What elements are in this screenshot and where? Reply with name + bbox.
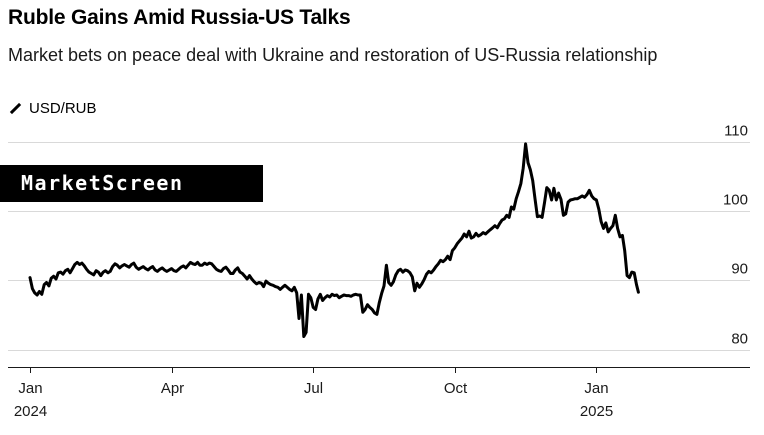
y-tick-label: 100 [723,192,748,209]
y-tick-label: 90 [731,261,748,278]
x-tick-label: Jul [304,380,323,397]
chart-title: Ruble Gains Amid Russia-US Talks [8,6,351,29]
marketscreen-watermark: MarketScreen [0,165,263,202]
x-tick-label: Jan [18,380,42,397]
y-tick-label: 110 [724,123,748,140]
x-tick-label: Oct [444,380,468,397]
series-line-usd-rub [28,142,640,338]
x-tick-year-label: 2024 [14,403,47,420]
x-axis [8,367,750,373]
x-tick-year-label: 2025 [580,403,613,420]
chart-subtitle: Market bets on peace deal with Ukraine a… [8,45,658,65]
x-tick-label: Apr [161,380,184,397]
y-tick-label: 80 [731,331,748,348]
x-tick-labels: Jan 2024 Apr Jul Oct Jan 2025 [14,380,613,420]
x-tick-label: Jan [584,380,608,397]
gridlines [8,142,750,351]
legend-label: USD/RUB [29,100,97,117]
series-lines [28,142,640,338]
legend: USD/RUB [8,100,97,117]
y-tick-labels: 110 100 90 80 [723,123,748,348]
